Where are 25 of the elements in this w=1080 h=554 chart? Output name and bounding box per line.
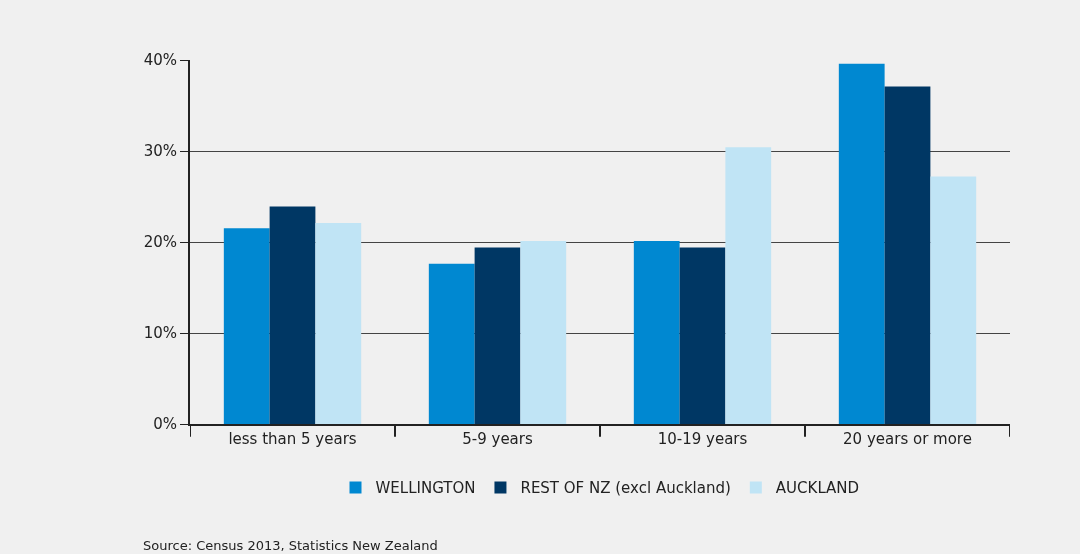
x-tick-label: 5-9 years <box>462 430 533 448</box>
y-tick-label: 0% <box>153 415 177 434</box>
bar <box>428 263 475 424</box>
bar <box>223 228 270 424</box>
legend-label: AUCKLAND <box>775 479 860 498</box>
x-tick-label: less than 5 years <box>228 430 357 448</box>
y-tick-label: 10% <box>143 324 177 343</box>
bar <box>269 206 316 424</box>
y-tick-label: 40% <box>143 51 177 70</box>
bar <box>633 241 680 424</box>
bar <box>930 176 977 424</box>
x-tick-label: 20 years or more <box>843 430 972 448</box>
y-tick-label: 20% <box>143 233 177 252</box>
bar <box>474 247 521 424</box>
x-tick-label: 10-19 years <box>657 430 748 448</box>
source-note: Source: Census 2013, Statistics New Zealand <box>143 538 438 553</box>
bar <box>520 241 567 424</box>
y-tick-label: 30% <box>143 142 177 161</box>
bar <box>838 63 885 424</box>
bar <box>725 147 772 424</box>
legend-label: WELLINGTON <box>375 479 476 498</box>
bar <box>679 247 726 424</box>
bar <box>884 86 931 424</box>
legend-label: REST OF NZ (excl Auckland) <box>520 479 731 498</box>
bar <box>315 222 362 424</box>
